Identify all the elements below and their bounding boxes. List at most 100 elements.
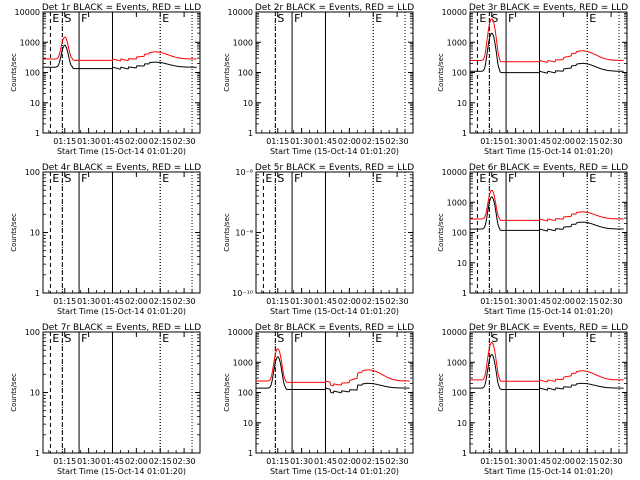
y-tick-label: 100 <box>238 69 253 78</box>
x-axis-label: Start Time (15-Oct-14 01:01:20) <box>270 467 399 476</box>
detector-plot-4: Det 4r BLACK = Events, RED = LLD 1 10 100 Co… <box>10 163 201 316</box>
x-tick-label: 01:45 <box>101 457 124 466</box>
y-tick-label: 10000 <box>442 8 467 17</box>
x-axis-label: Start Time (15-Oct-14 01:01:20) <box>484 307 613 316</box>
marker-letter-e2: E <box>589 12 596 25</box>
y-tick-label: 1000 <box>447 38 467 47</box>
marker-letter-e2: E <box>162 172 169 185</box>
x-tick-label: 01:15 <box>480 137 503 146</box>
plot-title: Det 8r BLACK = Events, RED = LLD <box>255 323 414 333</box>
plot-title: Det 1r BLACK = Events, RED = LLD <box>42 3 201 13</box>
marker-letter-s: S <box>64 12 71 25</box>
y-tick-label: 1000 <box>447 198 467 207</box>
y-tick-label: 1000 <box>20 38 40 47</box>
y-tick-label: 10⁻¹⁰ <box>232 289 253 298</box>
x-axis-label: Start Time (15-Oct-14 01:01:20) <box>270 147 399 156</box>
x-tick-label: 02:00 <box>552 137 575 146</box>
marker-letter-e2: E <box>375 332 382 345</box>
x-tick-label: 01:15 <box>266 137 289 146</box>
x-axis-label: Start Time (15-Oct-14 01:01:20) <box>484 467 613 476</box>
x-axis-label: Start Time (15-Oct-14 01:01:20) <box>57 307 186 316</box>
x-tick-label: 02:00 <box>125 297 148 306</box>
marker-letter-f: F <box>508 12 514 25</box>
detector-plot-7: Det 7r BLACK = Events, RED = LLD 1 10 100 Co… <box>10 323 201 476</box>
plot-frame <box>255 11 414 134</box>
x-tick-label: 01:30 <box>504 297 527 306</box>
plot-frame <box>255 331 414 454</box>
x-tick-label: 02:15 <box>576 297 599 306</box>
y-tick-label: 100 <box>25 168 40 177</box>
x-tick-label: 02:30 <box>600 137 623 146</box>
x-tick-label: 02:15 <box>149 297 172 306</box>
y-tick-label: 1 <box>248 449 253 458</box>
x-tick-label: 02:00 <box>552 457 575 466</box>
marker-letter-s: S <box>277 12 284 25</box>
y-tick-label: 10 <box>30 389 40 398</box>
y-tick-label: 100 <box>452 389 467 398</box>
marker-letter-e2: E <box>162 332 169 345</box>
x-tick-label: 02:00 <box>125 137 148 146</box>
marker-letter-e2: E <box>162 12 169 25</box>
x-tick-label: 01:15 <box>480 457 503 466</box>
y-tick-label: 100 <box>25 69 40 78</box>
y-tick-label: 10000 <box>15 8 40 17</box>
series-line-events <box>470 354 624 391</box>
x-axis-label: Start Time (15-Oct-14 01:01:20) <box>484 147 613 156</box>
y-axis-label: Counts/sec <box>223 53 231 92</box>
series-line-events <box>470 32 624 74</box>
x-tick-label: 01:45 <box>528 297 551 306</box>
marker-letter-f: F <box>294 172 300 185</box>
y-axis-label: Counts/sec <box>10 53 18 92</box>
marker-letter-e1: E <box>479 12 486 25</box>
x-tick-label: 01:30 <box>77 137 100 146</box>
x-tick-label: 02:30 <box>386 297 409 306</box>
y-tick-label: 1000 <box>233 38 253 47</box>
marker-letter-f: F <box>81 332 87 345</box>
y-axis-label: Counts/sec <box>437 373 445 412</box>
y-tick-label: 10 <box>243 99 253 108</box>
y-tick-label: 10 <box>457 99 467 108</box>
y-axis-label: Counts/sec <box>10 373 18 412</box>
x-tick-label: 02:00 <box>125 457 148 466</box>
x-tick-label: 01:30 <box>77 297 100 306</box>
marker-letter-e1: E <box>52 12 59 25</box>
y-tick-label: 10000 <box>442 328 467 337</box>
x-tick-label: 01:15 <box>53 137 76 146</box>
x-tick-label: 01:30 <box>77 457 100 466</box>
y-tick-label: 10 <box>457 419 467 428</box>
x-tick-label: 01:45 <box>314 297 337 306</box>
marker-letter-s: S <box>491 12 498 25</box>
x-tick-label: 01:15 <box>53 297 76 306</box>
y-axis-label: Counts/sec <box>10 213 18 252</box>
plot-frame <box>469 331 628 454</box>
y-tick-label: 10⁻⁹ <box>235 229 253 238</box>
x-tick-label: 01:45 <box>314 457 337 466</box>
x-tick-label: 01:45 <box>528 137 551 146</box>
x-tick-label: 02:30 <box>600 297 623 306</box>
x-tick-label: 01:30 <box>290 137 313 146</box>
detector-plot-1: Det 1r BLACK = Events, RED = LLD 1 10 100 10… <box>10 3 201 156</box>
y-axis-label: Counts/sec <box>437 53 445 92</box>
x-tick-label: 01:30 <box>504 457 527 466</box>
marker-letter-s: S <box>64 332 71 345</box>
x-tick-label: 02:15 <box>576 137 599 146</box>
marker-letter-e1: E <box>52 172 59 185</box>
x-tick-label: 02:30 <box>173 457 196 466</box>
y-tick-label: 10 <box>30 99 40 108</box>
marker-letter-e2: E <box>589 172 596 185</box>
plot-frame <box>42 331 201 454</box>
x-axis-label: Start Time (15-Oct-14 01:01:20) <box>270 307 399 316</box>
y-tick-label: 1 <box>35 449 40 458</box>
y-axis-label: Counts/sec <box>223 213 231 252</box>
marker-letter-f: F <box>508 332 514 345</box>
y-axis-label: Counts/sec <box>223 373 231 412</box>
y-tick-label: 10000 <box>228 328 253 337</box>
plot-frame <box>469 11 628 134</box>
y-tick-label: 1 <box>462 289 467 298</box>
x-tick-label: 01:15 <box>266 297 289 306</box>
y-tick-label: 1000 <box>233 358 253 367</box>
x-tick-label: 02:15 <box>576 457 599 466</box>
y-tick-label: 10 <box>243 419 253 428</box>
marker-letter-s: S <box>277 332 284 345</box>
